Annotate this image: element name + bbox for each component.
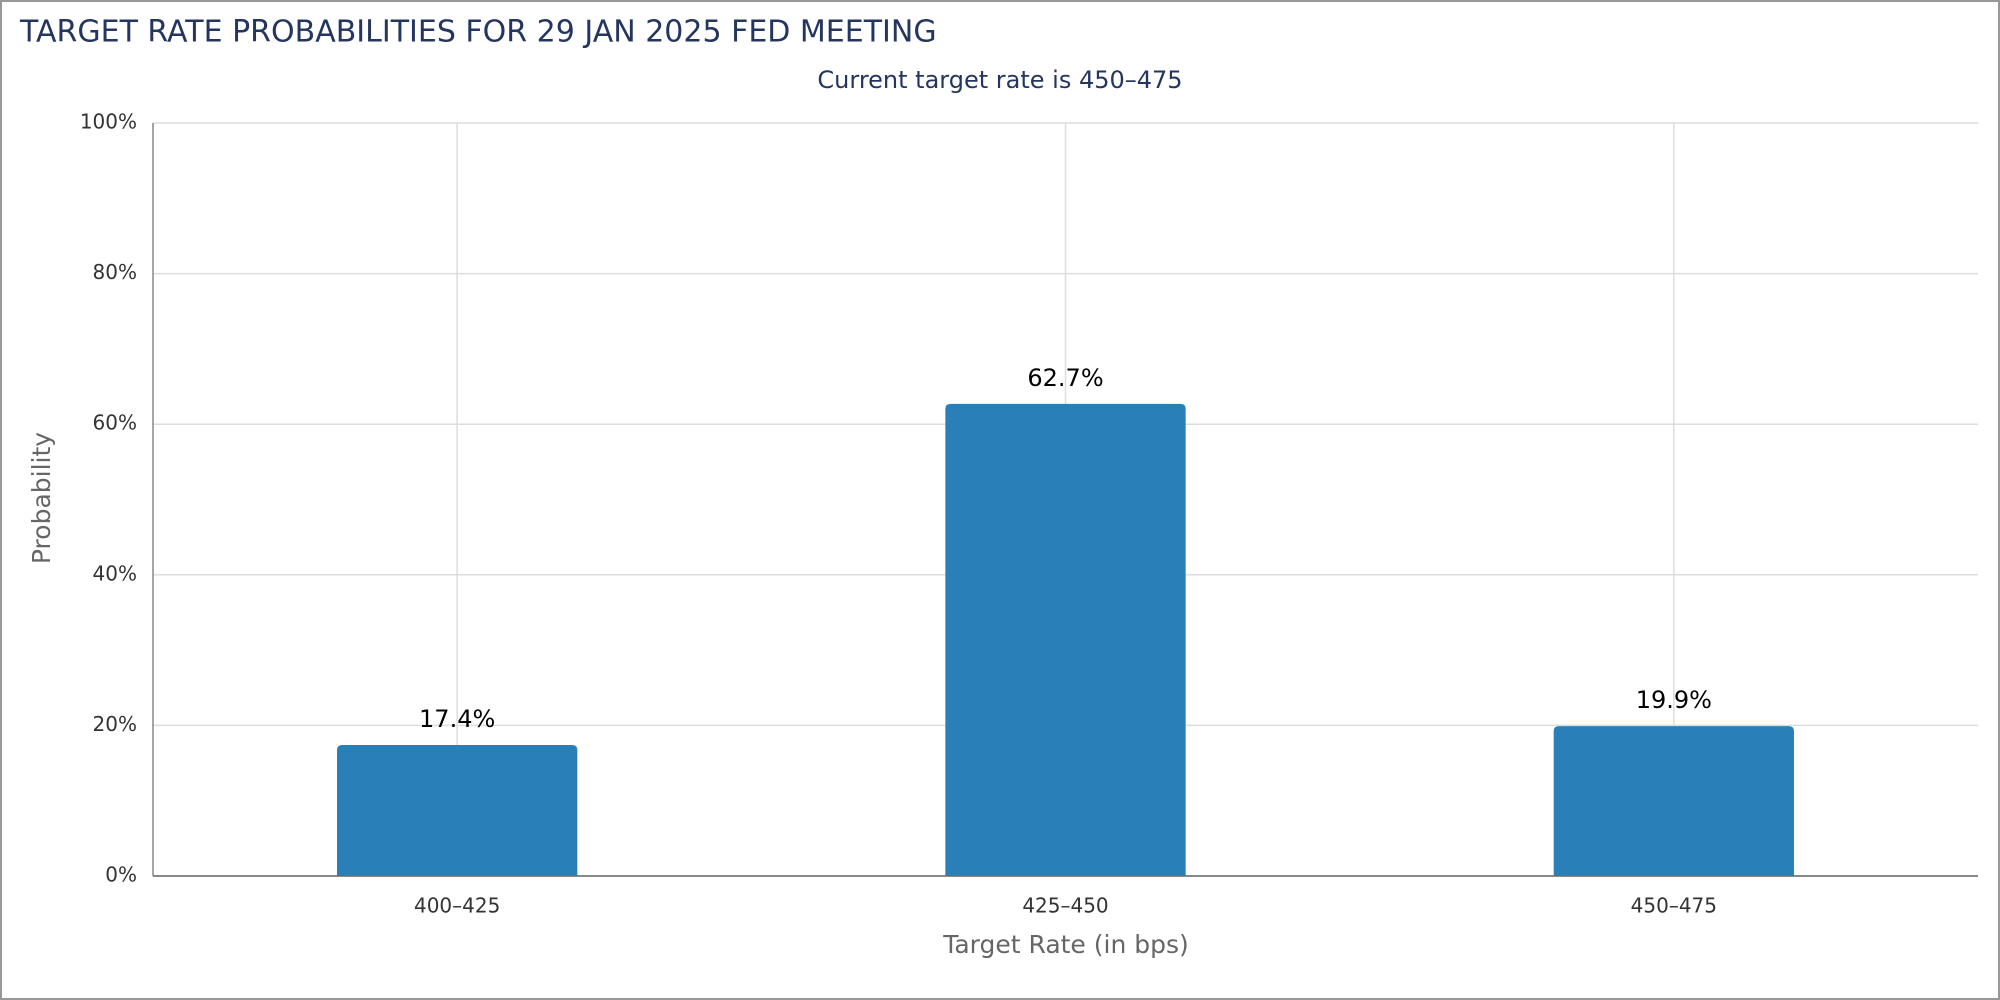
- chart-subtitle: Current target rate is 450–475: [817, 66, 1182, 94]
- y-tick-label: 100%: [80, 110, 137, 134]
- y-axis-title: Probability: [27, 432, 56, 564]
- bar: [1553, 726, 1794, 876]
- y-tick-label: 20%: [93, 712, 137, 736]
- x-tick-label: 400–425: [414, 894, 500, 918]
- data-label: 62.7%: [1027, 364, 1103, 392]
- data-label: 17.4%: [419, 705, 495, 733]
- bar: [337, 744, 578, 876]
- y-tick-label: 40%: [93, 561, 137, 585]
- data-label: 19.9%: [1636, 686, 1712, 714]
- x-tick-label: 450–475: [1631, 894, 1717, 918]
- y-tick-label: 0%: [105, 863, 137, 887]
- y-tick-label: 60%: [93, 411, 137, 435]
- chart-title: TARGET RATE PROBABILITIES FOR 29 JAN 202…: [19, 15, 937, 50]
- y-tick-label: 80%: [93, 260, 137, 284]
- x-axis-title: Target Rate (in bps): [942, 930, 1189, 959]
- bar: [945, 403, 1186, 876]
- x-tick-label: 425–450: [1022, 894, 1108, 918]
